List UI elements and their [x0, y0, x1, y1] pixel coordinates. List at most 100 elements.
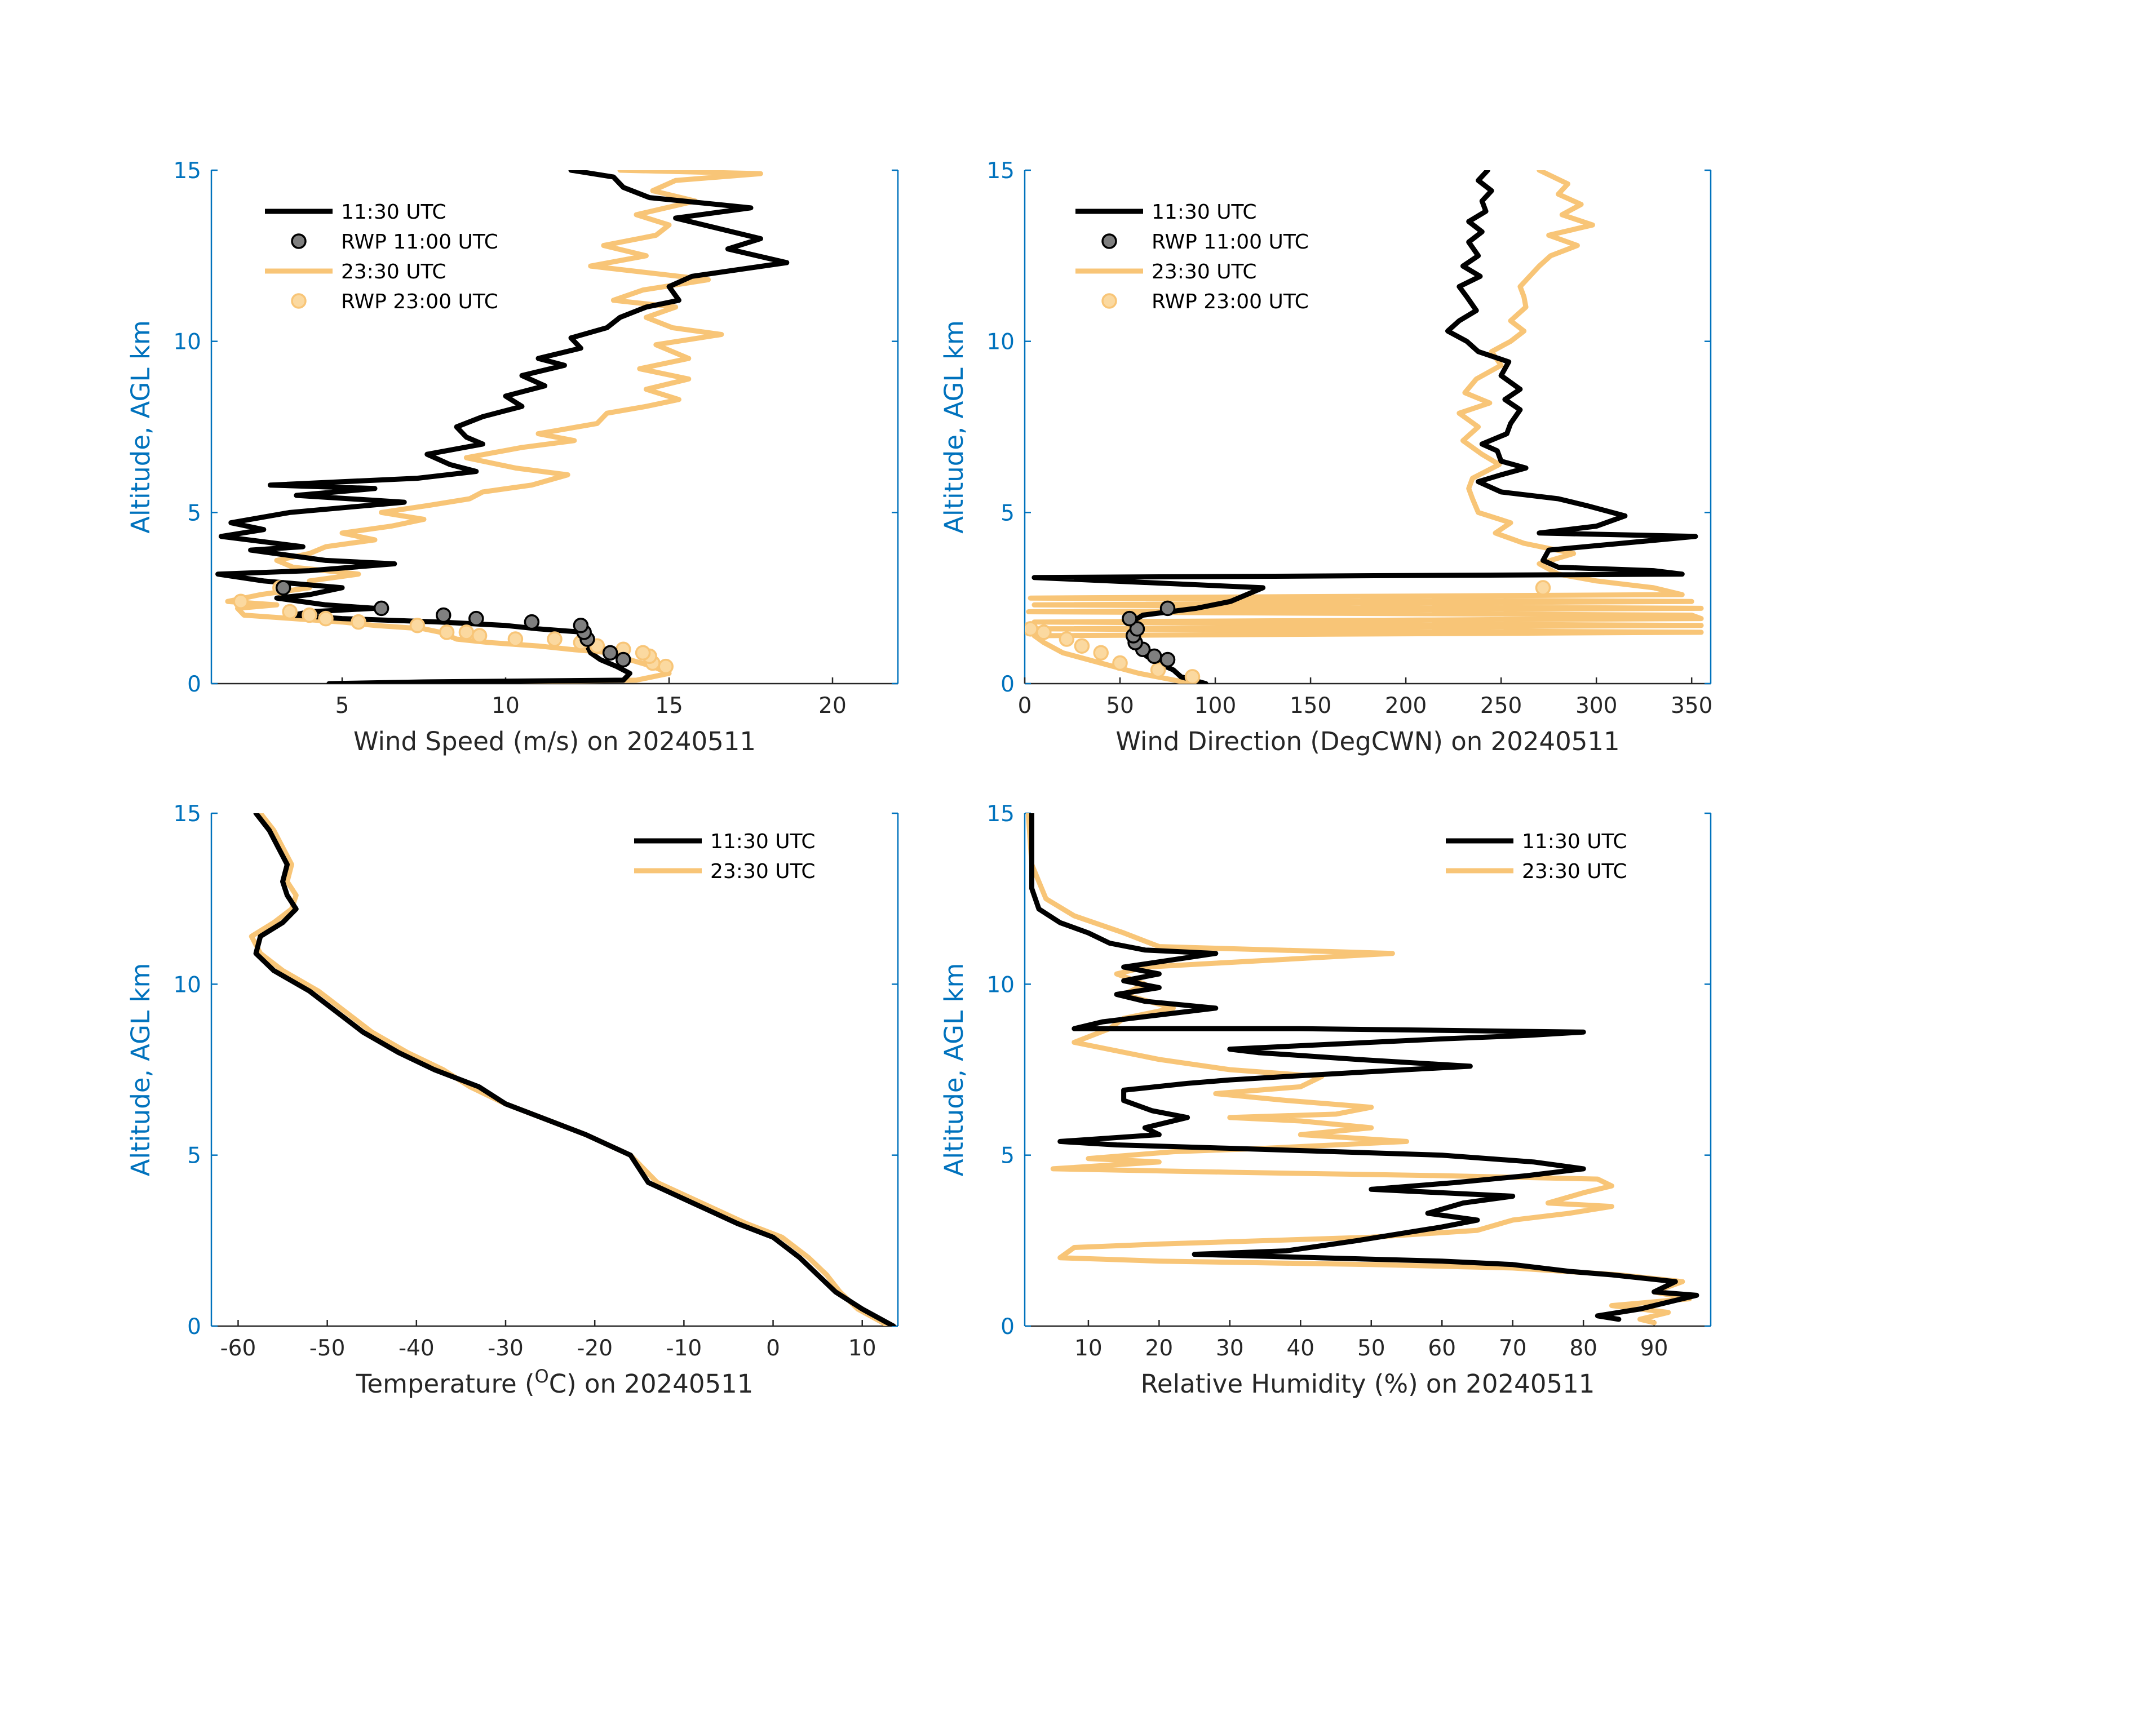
temperature-label-prefix: Temperature (	[356, 1369, 535, 1399]
wind-speed-legend-marker	[291, 293, 307, 309]
temperature-y-tick-label: 5	[187, 1143, 201, 1169]
relative-humidity-x-tick-label: 10	[1074, 1336, 1103, 1361]
relative-humidity-x-tick-label: 50	[1357, 1336, 1385, 1361]
wind-speed-rwp-point	[318, 610, 334, 627]
wind-speed-legend-label: RWP 23:00 UTC	[341, 290, 498, 313]
relative-humidity-x-tick-label: 80	[1569, 1336, 1597, 1361]
relative-humidity-x-tick-label: 40	[1286, 1336, 1314, 1361]
wind-direction-rwp-point	[1036, 624, 1052, 640]
wind-direction-legend-label: 11:30 UTC	[1152, 201, 1257, 224]
wind-direction-legend-label: RWP 23:00 UTC	[1152, 290, 1309, 313]
wind-direction-legend-marker	[1101, 293, 1117, 309]
relative-humidity-x-tick-label: 60	[1428, 1336, 1456, 1361]
wind-speed-rwp-point	[436, 607, 451, 623]
relative-humidity-y-tick-label: 5	[1000, 1143, 1015, 1169]
wind-speed-legend-marker	[291, 233, 307, 249]
temperature-x-tick-label: -30	[488, 1336, 524, 1361]
wind-speed-rwp-point	[602, 645, 618, 661]
wind-direction-x-tick-label: 200	[1385, 693, 1427, 719]
wind-speed-rwp-point	[458, 624, 475, 640]
wind-direction-x-tick-label: 50	[1106, 693, 1134, 719]
relative-humidity-y-tick-label: 15	[986, 801, 1015, 827]
wind-speed-x-tick-label: 20	[818, 693, 847, 719]
wind-speed-x-tick-label: 10	[492, 693, 520, 719]
relative-humidity-data	[1025, 813, 1699, 1326]
wind-speed-rwp-point	[351, 614, 366, 630]
wind-speed-legend: 11:30 UTC RWP 11:00 UTC 23:30 UTC RWP 23:00…	[265, 201, 498, 313]
temperature-x-tick-label: -60	[220, 1336, 256, 1361]
wind-direction-rwp-point	[1025, 621, 1038, 637]
wind-direction-series-23-30-utc	[1026, 170, 1704, 684]
wind-speed-x-tick-label: 5	[335, 693, 349, 719]
wind-speed-series-11-30-utc	[215, 170, 790, 684]
wind-direction-x-tick-label: 150	[1290, 693, 1331, 719]
wind-direction-data	[1025, 170, 1704, 684]
temperature-panel: 0 5 10 15 -60 -50 -40 -30 -20 -10 0 10 Temperature (…	[126, 801, 899, 1399]
wind-direction-rwp-point	[1122, 610, 1137, 627]
relative-humidity-x-axis-label: Relative Humidity (%) on 20240511	[1141, 1369, 1595, 1399]
temperature-legend: 11:30 UTC 23:30 UTC	[634, 830, 816, 883]
wind-speed-rwp-point	[616, 651, 631, 668]
wind-speed-rwp-point	[658, 658, 674, 675]
wind-direction-legend-label: RWP 11:00 UTC	[1152, 231, 1309, 254]
temperature-y-tick-label: 10	[173, 972, 201, 998]
wind-direction-rwp-point	[1074, 638, 1090, 654]
relative-humidity-legend: 11:30 UTC 23:30 UTC	[1446, 830, 1627, 883]
wind-direction-rwp-point	[1093, 645, 1109, 661]
relative-humidity-legend-label: 23:30 UTC	[1522, 860, 1627, 883]
wind-direction-x-tick-label: 300	[1575, 693, 1617, 719]
wind-direction-x-tick-label: 100	[1194, 693, 1236, 719]
temperature-x-tick-label: -40	[399, 1336, 435, 1361]
temperature-series-23-30-utc	[249, 813, 892, 1326]
temperature-label-suffix: C) on 20240511	[549, 1369, 754, 1399]
wind-speed-rwp-point	[373, 600, 389, 617]
temperature-x-tick-label: -10	[666, 1336, 702, 1361]
wind-speed-panel: 0 5 10 15 5 10 15 20 Wind Speed (m/s) on 2024051…	[126, 158, 899, 756]
wind-direction-y-axis-label: Altitude, AGL km	[939, 320, 969, 534]
wind-direction-rwp-point	[1159, 651, 1176, 668]
wind-direction-legend-label: 23:30 UTC	[1152, 260, 1257, 283]
relative-humidity-y-tick-label: 10	[986, 972, 1015, 998]
wind-speed-y-tick-label: 10	[173, 330, 201, 355]
wind-direction-rwp-point	[1059, 631, 1075, 647]
wind-direction-y-tick-label: 0	[1000, 672, 1015, 697]
relative-humidity-y-tick-label: 0	[1000, 1314, 1015, 1340]
relative-humidity-y-axis-label: Altitude, AGL km	[939, 963, 969, 1177]
wind-speed-x-tick-label: 15	[655, 693, 683, 719]
wind-speed-rwp-point	[635, 645, 651, 661]
wind-speed-legend-label: 11:30 UTC	[341, 201, 446, 224]
wind-speed-y-tick-label: 0	[187, 672, 201, 697]
wind-speed-rwp-point	[275, 580, 291, 596]
temperature-data	[249, 813, 896, 1326]
relative-humidity-legend-label: 11:30 UTC	[1522, 830, 1627, 853]
wind-speed-legend-label: 23:30 UTC	[341, 260, 446, 283]
wind-speed-rwp-point	[409, 618, 426, 633]
relative-humidity-x-tick-label: 90	[1640, 1336, 1668, 1361]
wind-speed-rwp-point	[468, 610, 484, 627]
temperature-legend-label: 23:30 UTC	[710, 860, 816, 883]
wind-direction-rwp-point	[1112, 655, 1128, 671]
wind-speed-rwp-point	[233, 593, 249, 609]
wind-speed-rwp-point	[573, 618, 589, 633]
wind-speed-rwp-point	[507, 631, 524, 647]
wind-direction-x-tick-label: 250	[1480, 693, 1522, 719]
wind-speed-x-axis-label: Wind Speed (m/s) on 20240511	[353, 726, 756, 756]
wind-direction-y-tick-label: 10	[986, 330, 1015, 355]
wind-speed-rwp-point	[302, 607, 317, 623]
wind-speed-rwp-point	[547, 631, 563, 647]
wind-speed-rwp-point	[439, 624, 455, 640]
wind-direction-rwp-point	[1146, 648, 1162, 664]
wind-speed-y-axis-label: Altitude, AGL km	[126, 320, 156, 534]
wind-direction-y-tick-label: 15	[986, 158, 1015, 184]
temperature-y-tick-label: 0	[187, 1314, 201, 1340]
temperature-y-axis-label: Altitude, AGL km	[126, 963, 156, 1177]
wind-direction-rwp-point	[1129, 621, 1145, 637]
temperature-x-tick-label: 0	[766, 1336, 780, 1361]
wind-speed-y-tick-label: 15	[173, 158, 201, 184]
relative-humidity-x-tick-label: 20	[1145, 1336, 1174, 1361]
relative-humidity-x-tick-label: 70	[1499, 1336, 1527, 1361]
wind-direction-rwp-point	[1184, 669, 1201, 684]
wind-direction-rwp-point	[1150, 662, 1166, 678]
